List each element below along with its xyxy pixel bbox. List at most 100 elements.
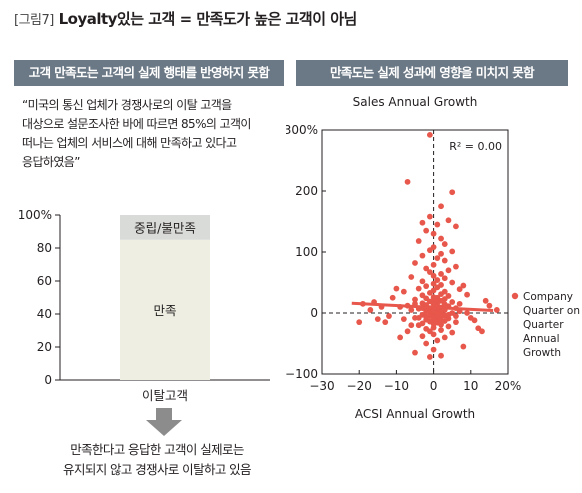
figure-title: [그림7] Loyalty있는 고객 = 만족도가 높은 고객이 아님 (14, 8, 357, 29)
scatter-point (426, 131, 433, 138)
chart-title: Sales Annual Growth (353, 95, 478, 109)
scatter-point (400, 288, 407, 295)
scatter-point (438, 203, 444, 210)
scatter-point (441, 301, 448, 308)
scatter-point (412, 349, 418, 356)
scatter-point (453, 263, 459, 270)
scatter-point (441, 334, 448, 341)
scatter-point (453, 319, 459, 326)
x-tick-label: −30 (309, 379, 334, 393)
plot-frame (321, 129, 509, 375)
x-tick-label: 10 (463, 379, 478, 393)
scatter-point (438, 291, 444, 297)
scatter-point (441, 257, 448, 264)
scatter-point (445, 267, 452, 274)
scatter-point (393, 285, 400, 292)
scatter-point (426, 213, 433, 220)
scatter-point (430, 346, 437, 353)
figure-label: [그림7] (14, 13, 54, 28)
scatter-point (479, 328, 485, 335)
legend-marker (511, 292, 519, 300)
scatter-point (445, 217, 452, 224)
scatter-point (464, 291, 470, 298)
scatter-point (423, 227, 430, 234)
quote-line: 대상으로 설문조사한 바에 따르면 85%의 고객이 (22, 117, 251, 131)
scatter-point (430, 261, 437, 268)
scatter-point (426, 247, 433, 254)
scatter-point (423, 265, 430, 272)
y-tick-label: −100 (286, 367, 318, 381)
scatter-point (438, 321, 444, 328)
scatter-point (449, 189, 456, 196)
scatter-point (449, 299, 456, 305)
scatter-point (404, 328, 411, 335)
scatter-point (453, 223, 459, 230)
x-tick-label: −20 (347, 379, 372, 393)
scatter-point (423, 340, 430, 347)
scatter-point (389, 294, 396, 301)
scatter-point (382, 319, 389, 326)
scatter-point (415, 285, 422, 292)
scatter-point (419, 278, 426, 285)
survey-quote: “미국의 통신 업체가 경쟁사로의 이탈 고객을 대상으로 설문조사한 바에 따… (22, 96, 280, 172)
scatter-point (374, 316, 381, 322)
scatter-point (449, 329, 456, 336)
scatter-point (434, 337, 441, 344)
right-panel-banner: 만족도는 실제 성과에 영향을 미치지 못함 (296, 60, 568, 86)
y-tick-label: 0 (44, 373, 52, 387)
bottom-note: 만족한다고 응답한 고객이 실제로는 유지되지 않고 경쟁사로 이탈하고 있음 (14, 440, 300, 480)
y-tick-label: 100 (295, 245, 318, 259)
scatter-point (408, 322, 415, 329)
y-tick-label: 80 (37, 241, 52, 255)
y-tick-label: 200 (295, 184, 318, 198)
scatter-point (453, 313, 459, 319)
scatter-point (419, 333, 426, 340)
scatter-point (430, 331, 437, 338)
scatter-point (449, 248, 456, 255)
bar-segment (120, 215, 210, 240)
quote-line: 응답하였음” (22, 155, 80, 169)
scatter-point (367, 307, 374, 313)
scatter-point (449, 279, 456, 286)
scatter-point (400, 316, 407, 322)
scatter-point (356, 319, 363, 326)
y-tick-label: 300% (286, 123, 318, 137)
bar-segment-label: 만족 (153, 303, 176, 318)
scatter-point (434, 312, 441, 319)
scatter-point (412, 296, 418, 303)
scatter-point (493, 307, 500, 313)
x-axis-label: ACSI Annual Growth (355, 407, 475, 421)
scatter-point (434, 255, 441, 261)
scatter-point (482, 297, 489, 304)
legend-label-line: Annual (523, 333, 560, 345)
legend-label-line: Quarter (523, 319, 564, 331)
y-tick-label: 100% (18, 208, 52, 222)
scatter-point (438, 235, 444, 242)
scatter-point (445, 323, 452, 330)
scatter-point (445, 311, 452, 318)
bottom-note-line: 유지되지 않고 경쟁사로 이탈하고 있음 (63, 462, 252, 477)
y-tick-label: 20 (37, 340, 52, 354)
legend-label-line: Company (523, 291, 573, 303)
scatter-point (471, 317, 478, 324)
scatter-point (415, 238, 422, 244)
legend-label-line: Growth (523, 347, 561, 359)
scatter-point (397, 334, 404, 341)
x-category-label: 이탈고객 (142, 388, 188, 403)
scatter-point (434, 277, 441, 283)
scatter-point (441, 241, 448, 247)
y-tick-label: 60 (37, 274, 52, 288)
bar-segment (120, 239, 210, 380)
scatter-point (456, 300, 463, 307)
scatter-point (460, 282, 467, 289)
scatter-point (430, 230, 437, 237)
scatter-point (438, 352, 444, 359)
scatter-point (412, 260, 418, 266)
scatter-point (408, 274, 415, 280)
scatter-point (438, 250, 444, 257)
bottom-note-line: 만족한다고 응답한 고객이 실제로는 (70, 442, 244, 457)
x-tick-label: 20% (495, 379, 522, 393)
scatter-point (430, 272, 437, 279)
legend-label-line: Quarter on (523, 305, 580, 317)
